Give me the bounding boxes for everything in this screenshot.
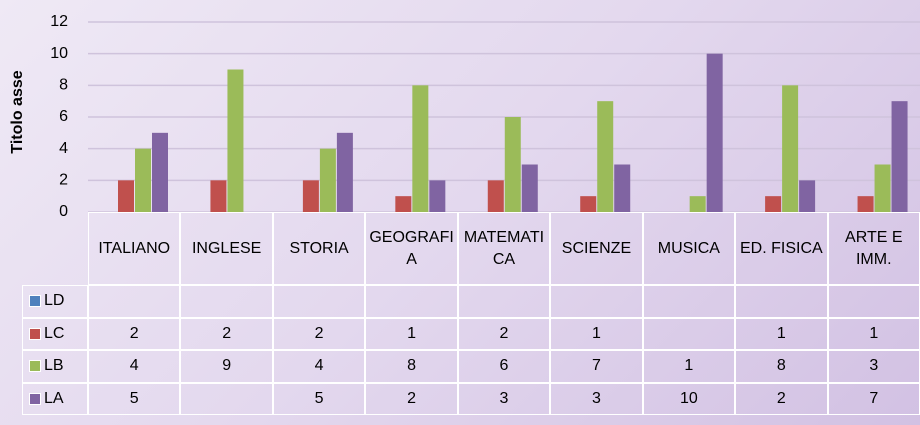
table-value xyxy=(642,317,736,350)
table-value: 3 xyxy=(827,350,920,383)
legend-key xyxy=(29,360,41,373)
table-value: 4 xyxy=(88,350,181,383)
table-value xyxy=(457,285,551,318)
table-value: 3 xyxy=(550,382,643,415)
bar xyxy=(782,85,799,212)
category-label: ED. FISICA xyxy=(735,212,828,285)
legend-label: LA xyxy=(44,389,64,407)
bar xyxy=(118,180,134,212)
category-label: ITALIANO xyxy=(88,212,181,285)
bar xyxy=(319,148,336,212)
table-value: 7 xyxy=(550,350,643,383)
table-value: 1 xyxy=(827,317,920,350)
table-value xyxy=(180,285,273,318)
legend-key xyxy=(29,295,41,308)
table-value: 2 xyxy=(180,317,273,350)
table-value: 8 xyxy=(735,350,828,383)
legend-label: LB xyxy=(44,357,64,375)
table-value: 1 xyxy=(642,350,736,383)
table-value: 2 xyxy=(457,317,551,350)
table-value: 2 xyxy=(272,317,366,350)
bar xyxy=(874,164,891,212)
category-label: MUSICA xyxy=(642,212,736,285)
y-axis-label: Titolo asse xyxy=(9,70,26,153)
bar xyxy=(135,148,151,212)
legend-entry: LD xyxy=(22,285,88,318)
bar xyxy=(706,53,723,212)
table-value: 1 xyxy=(365,317,458,350)
table-value: 3 xyxy=(457,382,551,415)
category-label: SCIENZE xyxy=(550,212,643,285)
legend-key xyxy=(29,327,41,340)
bar xyxy=(210,180,227,212)
legend-entry: LC xyxy=(22,317,88,350)
table-value xyxy=(365,285,458,318)
bar xyxy=(765,196,782,212)
table-value xyxy=(88,285,181,318)
bar xyxy=(597,101,614,212)
y-tick-label: 6 xyxy=(59,108,68,125)
table-value: 10 xyxy=(642,382,736,415)
category-label: STORIA xyxy=(272,212,366,285)
table-value xyxy=(735,285,828,318)
bar xyxy=(336,132,353,212)
table-value: 1 xyxy=(735,317,828,350)
bar xyxy=(227,69,244,212)
category-label: GEOGRAFIA xyxy=(365,212,458,285)
category-label: ARTE E IMM. xyxy=(827,212,920,285)
legend-entry: LA xyxy=(22,382,88,415)
table-value: 7 xyxy=(827,382,920,415)
bar xyxy=(302,180,319,212)
table-value: 2 xyxy=(88,317,181,350)
legend-entry: LB xyxy=(22,350,88,383)
y-tick-label: 12 xyxy=(50,13,68,30)
table-value: 2 xyxy=(735,382,828,415)
bar xyxy=(689,196,706,212)
bar xyxy=(521,164,538,212)
table-value xyxy=(272,285,366,318)
table-value: 5 xyxy=(88,382,181,415)
y-tick-label: 10 xyxy=(50,45,68,62)
y-tick-label: 2 xyxy=(59,172,68,189)
bar xyxy=(395,196,412,212)
y-tick-label: 8 xyxy=(59,77,68,94)
bar xyxy=(504,117,521,212)
bar xyxy=(487,180,504,212)
bar xyxy=(580,196,597,212)
table-value xyxy=(642,285,736,318)
table-value: 6 xyxy=(457,350,551,383)
y-tick-label: 4 xyxy=(59,140,68,157)
bar xyxy=(429,180,446,212)
table-value xyxy=(827,285,920,318)
table-value: 2 xyxy=(365,382,458,415)
category-label: INGLESE xyxy=(180,212,273,285)
category-label: MATEMATICA xyxy=(457,212,551,285)
legend-label: LD xyxy=(44,292,65,310)
table-value: 8 xyxy=(365,350,458,383)
legend-key xyxy=(29,392,41,405)
table-value: 4 xyxy=(272,350,366,383)
table-value: 1 xyxy=(550,317,643,350)
table-value xyxy=(180,382,273,415)
bar xyxy=(412,85,429,212)
table-value: 9 xyxy=(180,350,273,383)
bar xyxy=(152,132,168,212)
bar xyxy=(614,164,631,212)
legend-label: LC xyxy=(44,324,65,342)
bar xyxy=(799,180,816,212)
bar xyxy=(891,101,908,212)
table-value xyxy=(550,285,643,318)
bar xyxy=(857,196,874,212)
table-value: 5 xyxy=(272,382,366,415)
y-tick-label: 0 xyxy=(59,203,68,220)
